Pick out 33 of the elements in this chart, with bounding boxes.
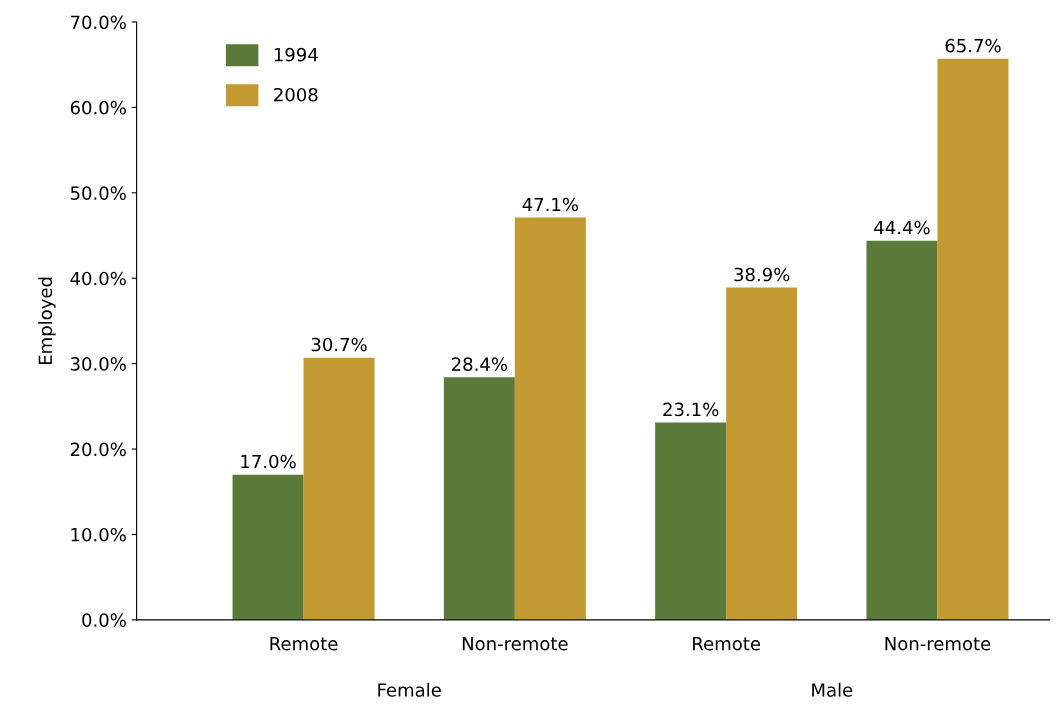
data-label: 28.4% <box>452 357 508 372</box>
data-label: 65.7% <box>945 38 1001 53</box>
bar <box>443 377 515 620</box>
y-tick-label: 10.0% <box>71 527 126 542</box>
data-label: 47.1% <box>522 197 579 212</box>
text: Female <box>378 682 441 697</box>
bar <box>866 240 938 620</box>
y-tick-label: 0.0% <box>82 613 126 627</box>
x-tick-label: Remote <box>270 637 338 651</box>
data-label: 23.1% <box>663 402 719 417</box>
data-label: 17.0% <box>241 454 296 469</box>
bar <box>514 217 586 620</box>
legend-label: 1994 <box>274 47 318 62</box>
data-label: 44.4% <box>874 220 930 235</box>
y-tick-label: 70.0% <box>71 15 126 30</box>
x-tick-label: Non-remote <box>885 637 991 651</box>
y-axis-title: Employed <box>38 277 56 365</box>
bar <box>937 58 1009 620</box>
y-tick-label: 60.0% <box>70 100 126 115</box>
legend-label: 2008 <box>274 87 318 102</box>
bar <box>303 357 375 620</box>
bar <box>655 422 727 620</box>
y-tick-label: 50.0% <box>70 186 126 200</box>
y-tick-label: 30.0% <box>70 357 126 371</box>
text: Male <box>812 682 853 697</box>
x-tick-label: Remote <box>693 637 761 651</box>
bar <box>232 474 304 620</box>
data-label: 38.9% <box>734 267 790 282</box>
x-tick-label: Non-remote <box>462 637 568 651</box>
bar <box>726 287 798 620</box>
y-tick-label: 40.0% <box>70 271 126 286</box>
data-label: 30.7% <box>311 337 367 352</box>
y-tick-label: 20.0% <box>70 442 126 457</box>
